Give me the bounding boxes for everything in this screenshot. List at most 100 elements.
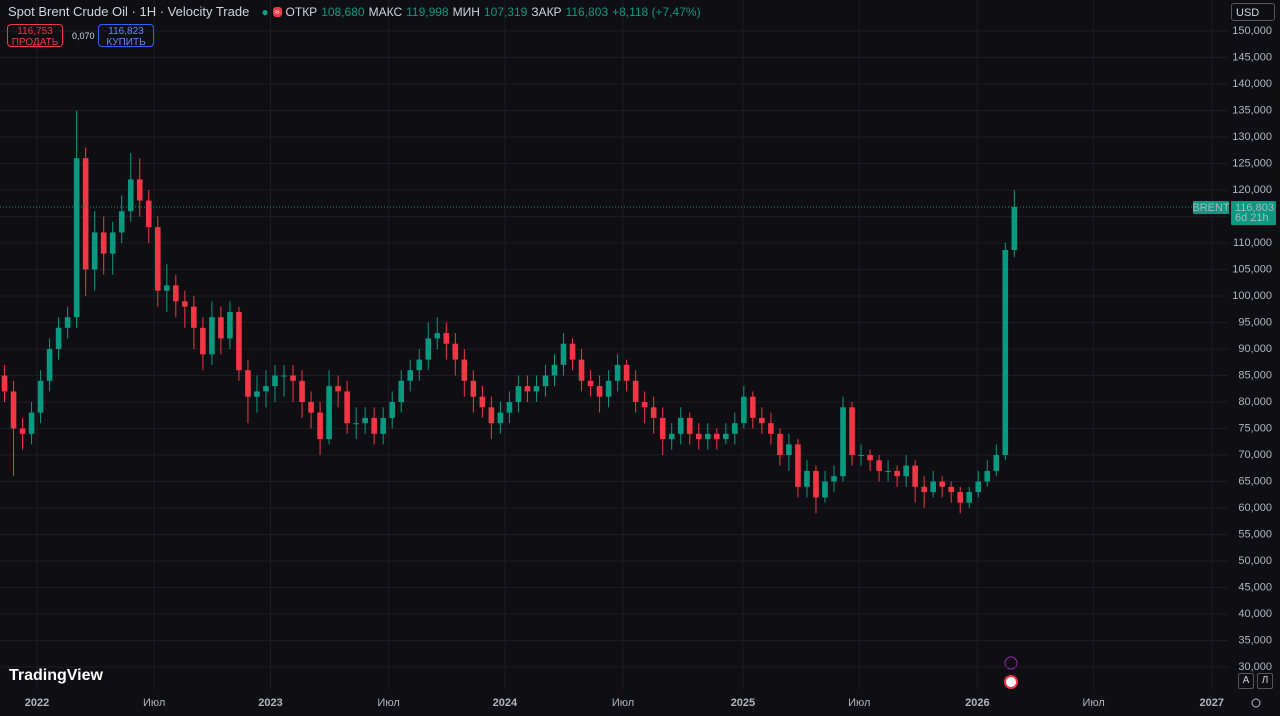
candle-body [308,402,314,413]
candle-body [741,396,747,424]
low-value: 107,319 [483,4,528,19]
flag-icon[interactable] [1004,675,1018,689]
candle-body [470,380,477,397]
candle-body [542,375,549,387]
candle-body [272,375,278,387]
y-tick-label: 145,000 [1232,51,1272,63]
auto-scale-button[interactable]: A [1238,673,1254,689]
x-tick-label: 2022 [25,697,49,709]
candle-body [154,227,161,291]
candle-body [831,476,837,482]
candle-body [398,380,405,403]
candle-body [668,433,675,440]
candle-body [461,359,468,381]
last-price-bg [1231,200,1276,225]
brand-logo[interactable]: TradingView [9,667,103,684]
candle-body [957,492,964,503]
candle-body [145,200,152,228]
candle-body [37,380,44,413]
y-tick-label: 45,000 [1238,581,1272,593]
candle-body [479,396,486,408]
x-tick-label: 2025 [731,697,755,709]
candle-body [380,417,386,434]
x-tick-label: 2023 [258,697,282,709]
candle-body [948,486,954,493]
candle-body [281,375,287,377]
candle-body [723,433,729,440]
spread: 0,070 [72,31,95,41]
symbol-tag-bg [1193,200,1229,214]
candle-body [804,470,810,487]
candle-body [912,465,918,487]
buy-button[interactable]: 116,823 КУПИТЬ [98,24,154,48]
candle-body [109,232,116,254]
y-tick-label: 130,000 [1232,131,1272,143]
candle-body [218,317,224,339]
x-tick-label: Июл [377,697,399,709]
high-label: МАКС [368,4,403,19]
y-tick-label: 60,000 [1238,502,1272,514]
candle-body [894,470,900,477]
candle-body [768,423,774,434]
close-label: ЗАКР [531,4,562,19]
candle-body [524,386,531,392]
log-scale-button[interactable]: Л [1257,673,1273,689]
y-tick-label: 140,000 [1232,78,1272,90]
candle-body [91,232,98,270]
x-tick-label: 2024 [493,697,518,709]
candle-body [46,349,53,381]
settings-icon[interactable] [1251,698,1261,708]
candle-body [641,402,648,408]
x-tick-label: 2026 [965,697,989,709]
candle-body [822,481,828,498]
candle-body [777,433,783,456]
x-tick-label: Июл [612,697,634,709]
candle-body [750,396,756,418]
symbol-title[interactable]: Spot Brent Crude Oil · 1H · Velocity Tra… [8,4,250,19]
y-tick-label: 110,000 [1233,237,1272,249]
high-value: 119,998 [406,4,449,19]
y-tick-label: 105,000 [1232,263,1272,275]
candle-body [191,306,197,328]
candle-body [921,486,927,493]
candle-body [317,412,323,440]
candle-body [975,481,982,493]
candle-body [533,386,540,392]
event-icon[interactable] [1004,656,1018,670]
open-label: ОТКР [285,4,318,19]
change-value: +8,118 (+7,47%) [612,4,701,19]
candle-body [443,333,450,344]
candle-body [344,391,350,424]
candle-body [19,428,26,434]
sell-button[interactable]: 116,753 ПРОДАТЬ [7,24,63,48]
candle-body [371,417,377,434]
candle-body [200,327,206,355]
candle-body [939,481,945,487]
candle-body [173,285,179,302]
candle-body [704,433,711,440]
candle-body [164,285,170,291]
candle-body [686,417,693,434]
candle-body [28,412,35,434]
y-tick-label: 120,000 [1232,184,1272,196]
candle-body [930,481,936,493]
currency-select[interactable]: USD [1231,3,1275,21]
candle-body [10,391,17,429]
candle-body [73,158,80,318]
y-tick-label: 135,000 [1232,104,1272,116]
candle-body [182,301,188,307]
candle-body [551,364,558,376]
candle-body [795,444,801,487]
y-tick-label: 75,000 [1238,422,1272,434]
candle-body [966,492,973,503]
candle-body [299,380,305,403]
candle-body [677,417,684,434]
candle-body [587,380,594,387]
y-tick-label: 150,000 [1232,25,1272,37]
candle-body [993,455,1000,471]
candle-body [732,423,738,434]
candle-body [506,402,513,413]
candle-body [713,433,720,440]
